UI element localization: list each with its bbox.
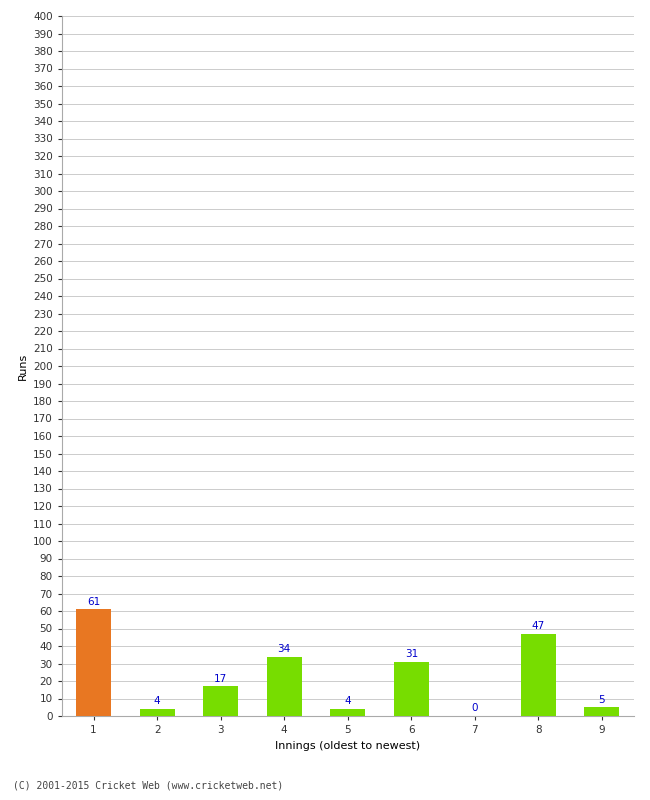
Y-axis label: Runs: Runs (18, 352, 27, 380)
Bar (521, 634, 556, 716)
Text: 17: 17 (214, 674, 228, 684)
X-axis label: Innings (oldest to newest): Innings (oldest to newest) (275, 741, 421, 750)
Text: 34: 34 (278, 644, 291, 654)
Bar (140, 709, 175, 716)
Text: 0: 0 (472, 703, 478, 714)
Text: 4: 4 (344, 696, 351, 706)
Bar (584, 707, 619, 716)
Bar (394, 662, 429, 716)
Bar (330, 709, 365, 716)
Text: 4: 4 (154, 696, 161, 706)
Text: 31: 31 (405, 649, 418, 659)
Bar (266, 657, 302, 716)
Text: (C) 2001-2015 Cricket Web (www.cricketweb.net): (C) 2001-2015 Cricket Web (www.cricketwe… (13, 781, 283, 790)
Bar (203, 686, 238, 716)
Text: 5: 5 (599, 694, 605, 705)
Text: 47: 47 (532, 621, 545, 631)
Bar (76, 610, 111, 716)
Text: 61: 61 (87, 597, 100, 606)
